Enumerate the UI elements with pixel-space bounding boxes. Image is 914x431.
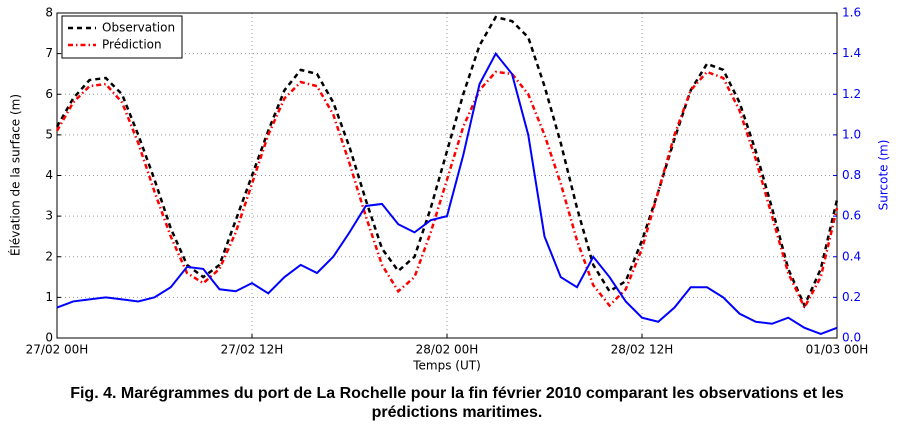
x-axis-label: Temps (UT) bbox=[412, 359, 481, 373]
y-tick-label: 4 bbox=[45, 168, 53, 182]
x-tick-label: 28/02 00H bbox=[416, 343, 479, 357]
y-tick-label: 8 bbox=[45, 6, 53, 20]
plot-frame bbox=[56, 12, 838, 339]
y2-tick-label: 1.4 bbox=[842, 46, 861, 60]
legend-box bbox=[61, 15, 183, 59]
y2-tick-label: 1.0 bbox=[842, 127, 861, 141]
y-tick-label: 2 bbox=[45, 249, 53, 263]
y2-tick-label: 1.2 bbox=[842, 87, 861, 101]
x-tick-label: 27/02 00H bbox=[26, 343, 89, 357]
series-line bbox=[55, 15, 839, 309]
y-axis-label: Élévation de la surface (m) bbox=[8, 94, 23, 256]
series-line bbox=[55, 70, 839, 311]
x-tick-label: 28/02 12H bbox=[611, 343, 674, 357]
legend-label: Observation bbox=[102, 21, 175, 35]
caption: Fig. 4. Marégrammes du port de La Rochel… bbox=[70, 385, 844, 421]
y2-tick-label: 0.0 bbox=[842, 331, 861, 345]
y-tick-label: 3 bbox=[45, 209, 53, 223]
y2-tick-label: 0.6 bbox=[842, 209, 861, 223]
x-tick-label: 01/03 00H bbox=[806, 343, 869, 357]
y2-axis-label: Surcote (m) bbox=[877, 140, 891, 211]
y-tick-label: 7 bbox=[45, 46, 53, 60]
y-tick-label: 5 bbox=[45, 127, 53, 141]
y2-tick-label: 1.6 bbox=[842, 6, 861, 20]
series-line bbox=[56, 51, 838, 336]
y-tick-label: 0 bbox=[45, 331, 53, 345]
y-tick-label: 1 bbox=[45, 290, 53, 304]
y-tick-label: 6 bbox=[45, 87, 53, 101]
y2-tick-label: 0.4 bbox=[842, 249, 861, 263]
chart: Temps (UT) Élévation de la surface (m) S… bbox=[8, 6, 891, 373]
y2-tick-label: 0.8 bbox=[842, 168, 861, 182]
legend-label: Prédiction bbox=[102, 38, 162, 52]
x-tick-label: 27/02 12H bbox=[221, 343, 284, 357]
y2-tick-label: 0.2 bbox=[842, 290, 861, 304]
